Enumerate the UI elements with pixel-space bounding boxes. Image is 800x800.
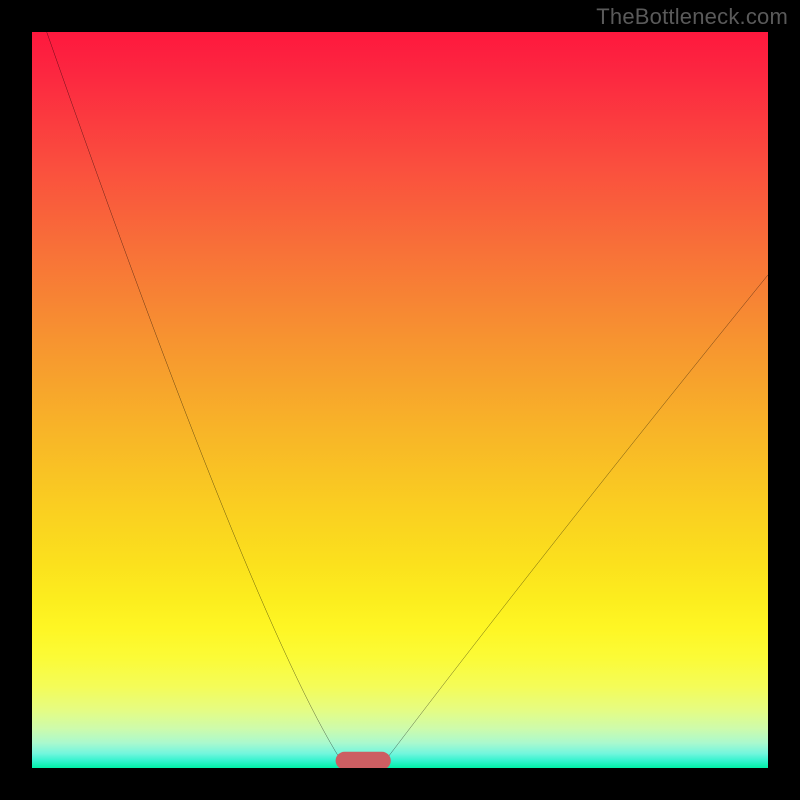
minimum-marker bbox=[336, 752, 391, 768]
plot-area bbox=[32, 32, 768, 768]
watermark-text: TheBottleneck.com bbox=[596, 4, 788, 30]
background-rect bbox=[32, 32, 768, 768]
chart-svg bbox=[32, 32, 768, 768]
chart-canvas: TheBottleneck.com bbox=[0, 0, 800, 800]
